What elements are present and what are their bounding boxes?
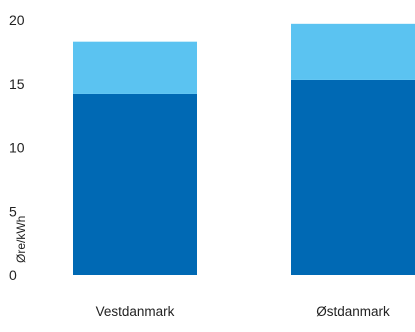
bars — [73, 23, 415, 275]
y-tick-label: 0 — [9, 267, 17, 283]
y-tick-label: 10 — [9, 140, 25, 156]
y-axis-title: Øre/kWh — [14, 216, 28, 263]
y-axis-ticks: 0 5 10 15 20 — [9, 12, 25, 283]
y-tick-label: 20 — [9, 12, 25, 28]
bar-segment-upper — [73, 41, 197, 94]
y-tick-label: 5 — [9, 203, 17, 219]
x-category-label: Østdanmark — [316, 304, 390, 319]
bar-segment-lower — [291, 79, 415, 275]
bar-segment-lower — [73, 93, 197, 275]
x-axis-labels: Vestdanmark Østdanmark — [96, 304, 390, 319]
y-tick-label: 15 — [9, 76, 25, 92]
x-category-label: Vestdanmark — [96, 304, 175, 319]
bar-segment-upper — [291, 23, 415, 80]
